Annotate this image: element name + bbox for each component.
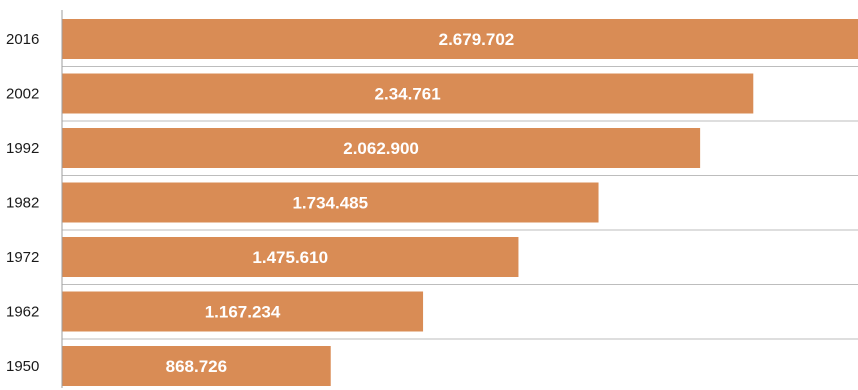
bar-1972 bbox=[62, 237, 519, 277]
category-label-1962: 1962 bbox=[6, 304, 39, 321]
value-label-2002: 2.34.761 bbox=[375, 85, 441, 104]
bar-2016 bbox=[62, 19, 858, 59]
labels: 2016 2.679.702 2002 2.34.761 1992 2.062.900 19… bbox=[6, 30, 514, 376]
bar-1992 bbox=[62, 128, 701, 168]
category-label-1972: 1972 bbox=[6, 249, 39, 266]
value-label-1992: 2.062.900 bbox=[343, 139, 419, 158]
value-label-1950: 868.726 bbox=[166, 357, 227, 376]
category-label-2016: 2016 bbox=[6, 31, 39, 48]
category-label-1992: 1992 bbox=[6, 140, 39, 157]
value-label-1972: 1.475.610 bbox=[252, 248, 328, 267]
grid-lines bbox=[62, 66, 858, 340]
bar-1962 bbox=[62, 291, 424, 332]
bar-1950 bbox=[62, 346, 331, 386]
category-label-1950: 1950 bbox=[6, 358, 39, 375]
value-label-1982: 1.734.485 bbox=[292, 194, 368, 213]
bars bbox=[62, 19, 858, 386]
category-label-2002: 2002 bbox=[6, 86, 39, 103]
bar-1982 bbox=[62, 182, 599, 223]
value-label-1962: 1.167.234 bbox=[205, 303, 281, 322]
value-label-2016: 2.679.702 bbox=[439, 30, 515, 49]
bar-2002 bbox=[62, 73, 754, 114]
category-label-1982: 1982 bbox=[6, 195, 39, 212]
